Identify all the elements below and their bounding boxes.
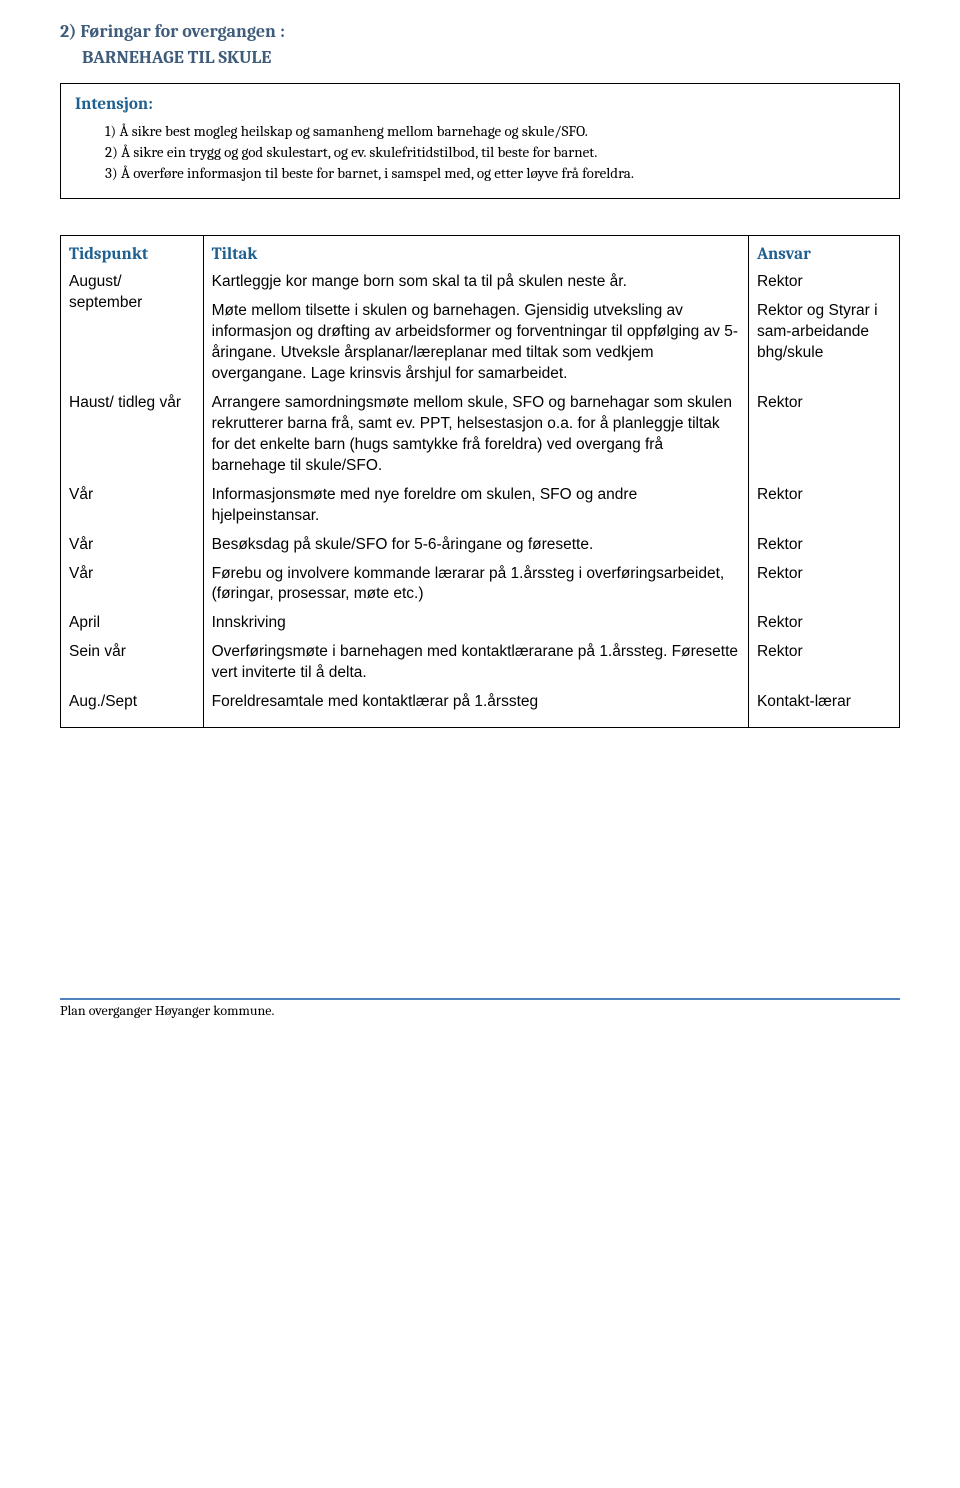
intensjon-item: 3) Å overføre informasjon til beste for … <box>75 163 885 184</box>
footer-rule <box>60 998 900 1000</box>
cell-ansvar: Rektor <box>748 481 899 531</box>
table-row: August/ september Kartleggje kor mange b… <box>61 268 900 297</box>
intensjon-list: 1) Å sikre best mogleg heilskap og saman… <box>75 121 885 184</box>
cell-ansvar: Rektor <box>748 531 899 560</box>
cell-ansvar: Kontakt-lærar <box>748 688 899 727</box>
intensjon-item: 2) Å sikre ein trygg og god skulestart, … <box>75 142 885 163</box>
table-row: Vår Besøksdag på skule/SFO for 5-6-åring… <box>61 531 900 560</box>
cell-time: Sein vår <box>61 638 204 688</box>
cell-ansvar: Rektor <box>748 389 899 481</box>
col-header-tidspunkt: Tidspunkt <box>61 235 204 268</box>
intensjon-box: Intensjon: 1) Å sikre best mogleg heilsk… <box>60 83 900 199</box>
cell-time: Vår <box>61 481 204 531</box>
col-header-tiltak: Tiltak <box>203 235 748 268</box>
tiltak-table: Tidspunkt Tiltak Ansvar August/ septembe… <box>60 235 900 729</box>
cell-time: Haust/ tidleg vår <box>61 389 204 481</box>
cell-tiltak: Kartleggje kor mange born som skal ta ti… <box>203 268 748 297</box>
cell-ansvar: Rektor og Styrar i sam-arbeidande bhg/sk… <box>748 297 899 389</box>
cell-tiltak: Informasjonsmøte med nye foreldre om sku… <box>203 481 748 531</box>
col-header-ansvar: Ansvar <box>748 235 899 268</box>
intensjon-title: Intensjon: <box>75 94 885 117</box>
cell-tiltak: Overføringsmøte i barnehagen med kontakt… <box>203 638 748 688</box>
cell-tiltak: Førebu og involvere kommande lærarar på … <box>203 560 748 610</box>
cell-ansvar: Rektor <box>748 268 899 297</box>
table-row: Vår Førebu og involvere kommande lærarar… <box>61 560 900 610</box>
section-heading-line1: 2) Føringar for overgangen : <box>60 20 900 44</box>
cell-time: Vår <box>61 560 204 610</box>
cell-tiltak: Besøksdag på skule/SFO for 5-6-åringane … <box>203 531 748 560</box>
table-row: Sein vår Overføringsmøte i barnehagen me… <box>61 638 900 688</box>
cell-time: August/ september <box>61 268 204 389</box>
intensjon-item: 1) Å sikre best mogleg heilskap og saman… <box>75 121 885 142</box>
cell-tiltak: Foreldresamtale med kontaktlærar på 1.år… <box>203 688 748 727</box>
table-header-row: Tidspunkt Tiltak Ansvar <box>61 235 900 268</box>
cell-tiltak: Arrangere samordningsmøte mellom skule, … <box>203 389 748 481</box>
cell-ansvar: Rektor <box>748 638 899 688</box>
cell-ansvar: Rektor <box>748 609 899 638</box>
cell-tiltak: Innskriving <box>203 609 748 638</box>
table-row: Haust/ tidleg vår Arrangere samordningsm… <box>61 389 900 481</box>
table-row: Aug./Sept Foreldresamtale med kontaktlær… <box>61 688 900 727</box>
footer-text: Plan overganger Høyanger kommune. <box>60 1002 900 1021</box>
table-row: Vår Informasjonsmøte med nye foreldre om… <box>61 481 900 531</box>
cell-time: Aug./Sept <box>61 688 204 727</box>
table-row: April Innskriving Rektor <box>61 609 900 638</box>
section-heading-line2: BARNEHAGE TIL SKULE <box>60 46 900 70</box>
cell-ansvar: Rektor <box>748 560 899 610</box>
cell-time: April <box>61 609 204 638</box>
cell-tiltak: Møte mellom tilsette i skulen og barneha… <box>203 297 748 389</box>
cell-time: Vår <box>61 531 204 560</box>
